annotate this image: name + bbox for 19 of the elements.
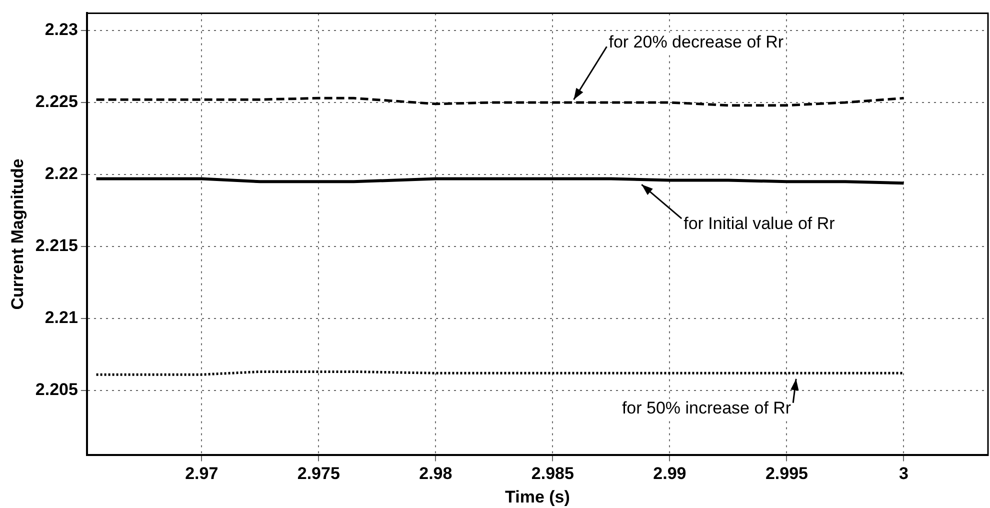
y-tick-label: 2.205 <box>35 380 78 400</box>
x-tick-label: 2.97 <box>185 464 218 484</box>
x-tick-label: 2.99 <box>653 464 686 484</box>
line-series <box>95 96 905 107</box>
x-axis-title: Time (s) <box>505 487 570 506</box>
annotation: for 20% decrease of Rr <box>608 32 784 52</box>
y-tick-label: 2.23 <box>44 20 78 40</box>
x-tick-label: 3 <box>899 464 908 484</box>
x-tick-label: 2.98 <box>419 464 452 484</box>
x-tick-label: 2.985 <box>531 464 574 484</box>
x-tick-label: 2.975 <box>297 464 340 484</box>
y-tick-label: 2.21 <box>44 308 78 328</box>
y-tick-label: 2.215 <box>35 236 78 256</box>
x-tick-label: 2.995 <box>765 464 808 484</box>
y-tick-label: 2.225 <box>35 92 78 112</box>
y-tick-label: 2.22 <box>44 164 78 184</box>
annotation: for Initial value of Rr <box>684 214 836 234</box>
y-axis-title: Current Magnitude <box>8 158 27 310</box>
annotation: for 50% increase of Rr <box>622 398 792 418</box>
